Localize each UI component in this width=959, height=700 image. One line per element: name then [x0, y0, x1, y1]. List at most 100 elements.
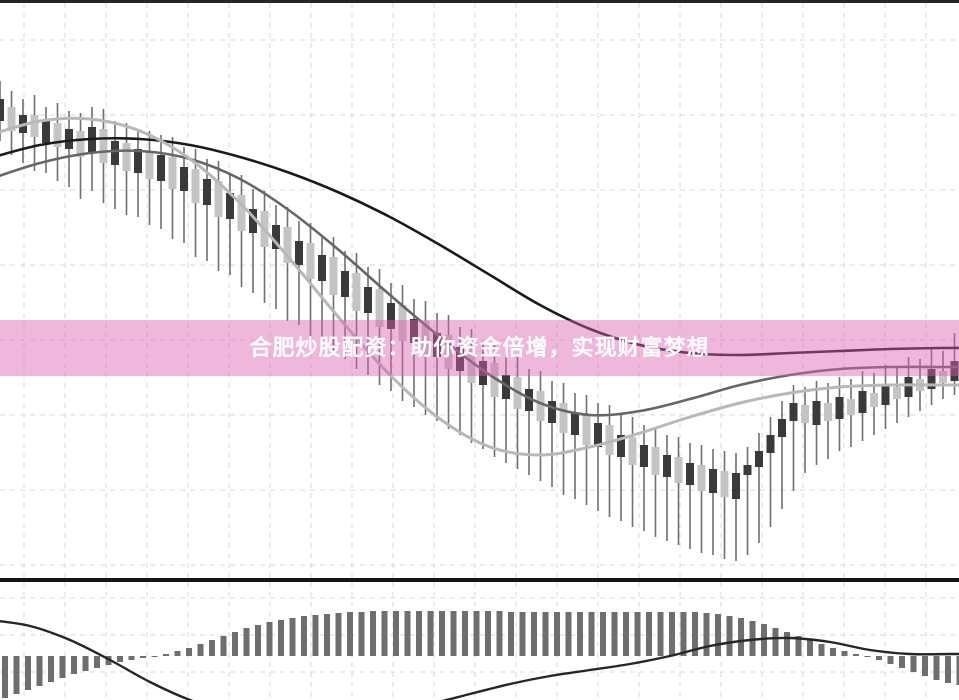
- macd-bar: [899, 656, 905, 668]
- candle: [329, 237, 338, 353]
- candle: [7, 91, 16, 155]
- candle: [306, 223, 315, 337]
- macd-bar: [462, 611, 468, 656]
- macd-bar: [347, 612, 353, 656]
- macd-bar: [243, 628, 250, 656]
- macd-bar: [841, 651, 848, 656]
- macd-bar: [266, 622, 273, 656]
- macd-bar: [473, 611, 480, 656]
- macd-bar: [508, 612, 514, 656]
- candle: [191, 149, 200, 257]
- macd-bar: [289, 618, 296, 656]
- candle: [99, 109, 108, 203]
- macd-bar: [738, 618, 744, 656]
- candle: [651, 427, 660, 537]
- macd-bar: [922, 656, 928, 676]
- candle: [76, 113, 85, 199]
- macd-bar: [600, 612, 606, 656]
- macd-bar: [94, 656, 100, 668]
- candle: [525, 369, 533, 475]
- macd-bar: [611, 612, 618, 656]
- macd-bar: [82, 656, 89, 671]
- macd-bar: [726, 616, 733, 656]
- candle: [237, 175, 246, 287]
- macd-bar: [117, 656, 123, 662]
- candle: [709, 449, 717, 555]
- macd-bar: [209, 640, 215, 656]
- candle: [548, 381, 556, 487]
- macd-bar: [232, 632, 238, 656]
- macd-bar: [36, 656, 43, 686]
- candle: [835, 377, 844, 451]
- macd-bar: [381, 611, 388, 656]
- macd-bar: [25, 656, 31, 690]
- candle: [881, 365, 890, 429]
- macd-bar: [174, 651, 181, 656]
- macd-histogram-series: [0, 611, 959, 700]
- macd-bar: [71, 656, 77, 674]
- macd-bar: [554, 612, 560, 656]
- macd-bar: [416, 611, 422, 656]
- candle: [456, 327, 464, 435]
- candle: [295, 221, 303, 325]
- macd-bar: [450, 611, 457, 656]
- candle: [318, 235, 326, 343]
- candle: [697, 445, 706, 553]
- macd-bar: [151, 656, 158, 657]
- macd-bar: [278, 620, 284, 656]
- candle: [65, 111, 73, 187]
- macd-bar: [128, 656, 135, 660]
- candle: [663, 435, 671, 541]
- price-chart-panel: [0, 3, 959, 578]
- macd-bar: [519, 612, 526, 656]
- macd-bar: [703, 613, 710, 656]
- macd-bar: [772, 628, 779, 656]
- macd-bar: [634, 612, 641, 656]
- candle: [341, 251, 349, 359]
- macd-bar: [427, 611, 434, 656]
- macd-bar: [255, 625, 261, 656]
- macd-bar: [59, 656, 66, 678]
- macd-bar: [680, 612, 687, 656]
- candle: [720, 451, 729, 559]
- macd-bar: [13, 656, 20, 694]
- candle: [789, 385, 798, 491]
- candle: [180, 147, 188, 243]
- candle: [111, 121, 119, 209]
- ma-mid-line: [0, 149, 959, 417]
- macd-bar: [830, 648, 836, 656]
- macd-bar: [531, 612, 537, 656]
- candle: [686, 443, 694, 549]
- candle: [743, 447, 752, 555]
- macd-bar: [623, 612, 629, 656]
- candle: [19, 99, 27, 163]
- macd-bar: [565, 612, 572, 656]
- candle: [617, 415, 625, 521]
- macd-bar: [496, 611, 503, 656]
- macd-bar: [795, 636, 802, 656]
- macd-bar: [749, 621, 756, 656]
- candle: [214, 161, 223, 271]
- candle: [870, 373, 878, 435]
- candle: [594, 403, 602, 511]
- candle: [364, 267, 372, 375]
- ma-fast-line: [0, 136, 959, 357]
- macd-bar: [485, 611, 491, 656]
- panel-separator: [0, 578, 959, 582]
- top-border-rule: [0, 0, 959, 3]
- candle: [145, 131, 154, 225]
- candle: [433, 313, 441, 421]
- macd-bar: [542, 612, 549, 656]
- candle: [490, 343, 499, 457]
- macd-bar: [439, 611, 445, 656]
- macd-bar: [761, 624, 767, 656]
- candle: [824, 383, 832, 459]
- macd-bar: [163, 654, 169, 656]
- candle: [801, 387, 809, 473]
- macd-bar: [48, 656, 54, 682]
- candle: [640, 425, 648, 531]
- candle: [30, 95, 39, 171]
- macd-bar: [956, 656, 959, 685]
- macd-bar: [197, 644, 204, 656]
